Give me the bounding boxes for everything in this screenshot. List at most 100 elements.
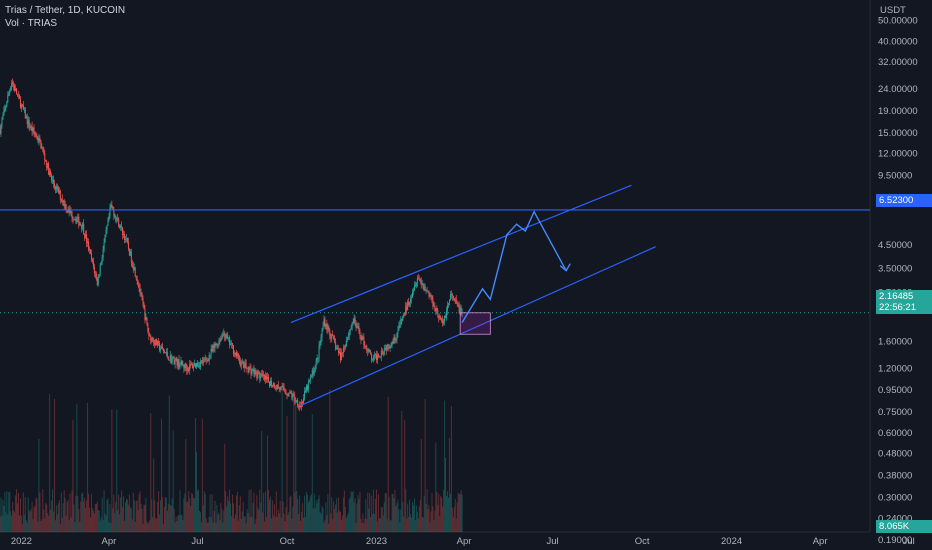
volume-bar: [123, 496, 125, 532]
candle-body: [398, 325, 400, 331]
candle-body: [276, 384, 278, 389]
volume-bar: [196, 451, 198, 532]
price-axis-label: 0.30000: [878, 493, 912, 504]
volume-bar: [286, 415, 288, 532]
candle-body: [32, 127, 34, 132]
candle-body: [215, 343, 217, 345]
candle-body: [112, 206, 114, 210]
volume-bar: [71, 490, 73, 532]
volume-bar: [352, 490, 354, 532]
upper-channel-line[interactable]: [290, 184, 632, 324]
candle-body: [114, 216, 116, 218]
candle-body: [314, 365, 316, 372]
candle-body: [461, 312, 463, 315]
candle-body: [9, 90, 11, 94]
volume-bar: [97, 510, 99, 532]
price-axis-label: 4.50000: [878, 240, 912, 251]
candle-body: [193, 366, 195, 369]
volume-bar: [373, 489, 375, 532]
volume-bar: [439, 516, 441, 532]
candle-body: [0, 129, 1, 134]
volume-bar: [105, 515, 107, 532]
candle-body: [300, 405, 302, 408]
candle-body: [188, 367, 190, 371]
volume-bar: [95, 504, 97, 532]
candle-body: [298, 406, 300, 408]
volume-bar: [237, 520, 239, 532]
candle-body: [5, 106, 7, 108]
candle-body: [229, 337, 231, 345]
volume-bar: [277, 509, 279, 532]
volume-bar: [169, 504, 171, 532]
volume-bar: [240, 519, 242, 532]
volume-bar: [441, 498, 443, 532]
volume-bar: [215, 522, 217, 532]
candle-body: [28, 120, 30, 128]
volume-bar: [78, 508, 80, 532]
volume-bar: [246, 508, 248, 532]
candle-body: [337, 347, 339, 350]
volume-bar: [3, 506, 5, 532]
candle-body: [288, 393, 290, 396]
candle-body: [57, 187, 59, 193]
volume-bar: [269, 496, 271, 532]
volume-bar: [327, 494, 329, 532]
volume-bar: [38, 438, 40, 532]
candle-body: [361, 336, 363, 340]
volume-bar: [90, 494, 92, 532]
candle-body: [255, 370, 257, 372]
volume-bar: [395, 506, 397, 532]
candle-body: [354, 318, 356, 324]
candle-body: [82, 223, 84, 229]
volume-bar: [116, 409, 118, 532]
volume-bar: [429, 522, 431, 532]
volume-bar: [351, 492, 353, 532]
volume-bar: [324, 520, 326, 532]
volume-bar: [192, 494, 194, 532]
candle-body: [53, 179, 55, 184]
volume-bar: [130, 508, 132, 532]
volume-bar: [300, 520, 302, 532]
volume-bar: [346, 515, 348, 532]
candle-body: [421, 283, 423, 285]
highlight-box[interactable]: [459, 312, 491, 335]
candle-body: [442, 319, 444, 324]
candle-body: [408, 301, 410, 305]
candle-body: [81, 225, 83, 229]
volume-bar: [234, 514, 236, 532]
candle-body: [7, 95, 9, 103]
candle-body: [325, 324, 327, 327]
volume-bar: [207, 522, 209, 532]
candle-body: [362, 336, 364, 338]
projection-path[interactable]: [461, 210, 567, 323]
volume-bar: [302, 503, 304, 532]
volume-bar: [354, 498, 356, 532]
chart-symbol-title: Trias / Tether, 1D, KUCOIN: [5, 5, 126, 16]
candle-body: [241, 361, 243, 363]
candle-body: [235, 352, 237, 357]
candle-body: [227, 334, 229, 338]
candle-body: [53, 183, 55, 187]
volume-bar: [122, 507, 124, 532]
candle-body: [45, 160, 47, 161]
volume-bar: [137, 509, 139, 532]
candle-body: [436, 308, 438, 311]
volume-bar: [267, 435, 269, 532]
candle-body: [254, 370, 256, 375]
candle-body: [43, 150, 45, 154]
candle-body: [289, 391, 291, 394]
volume-bar: [382, 515, 384, 532]
volume-bar: [340, 520, 342, 532]
candle-body: [313, 371, 315, 375]
price-axis-label: 0.48000: [878, 449, 912, 460]
lower-channel-line[interactable]: [300, 246, 656, 407]
volume-bar: [54, 520, 56, 532]
volume-bar: [304, 495, 306, 532]
candle-body: [426, 290, 428, 292]
volume-bar: [63, 490, 65, 532]
candle-body: [359, 331, 361, 336]
volume-bar: [358, 499, 360, 532]
volume-bar: [317, 499, 319, 532]
candle-body: [46, 160, 48, 168]
